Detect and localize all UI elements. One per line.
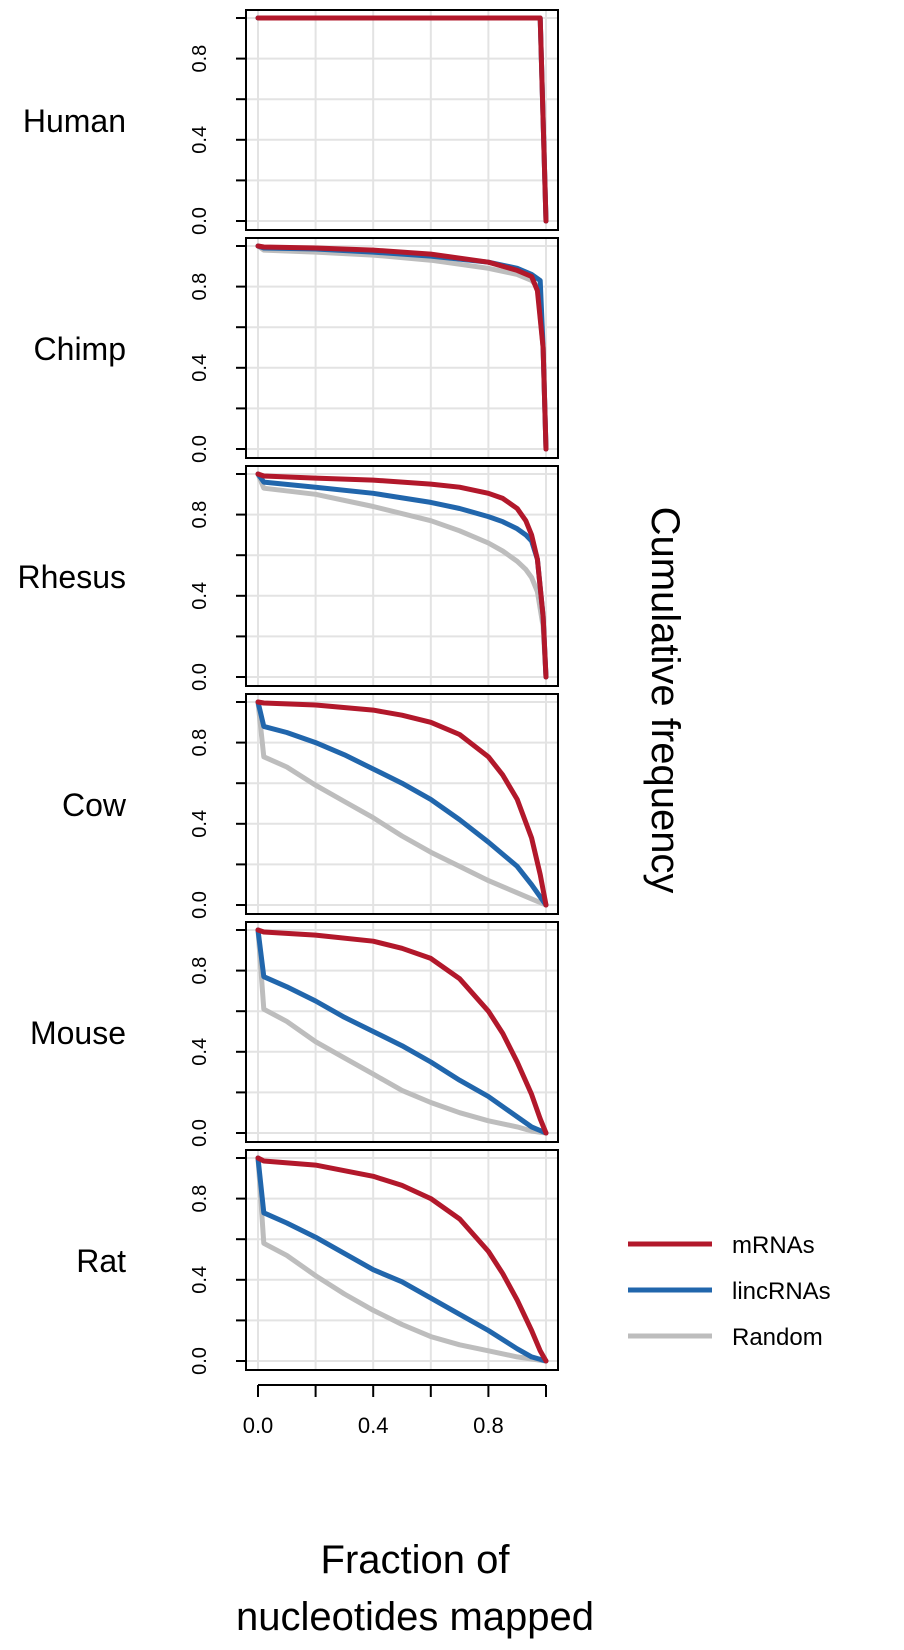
panel-label: Cow [62,787,127,823]
panel-rat: 0.0 0.4 0.8 Rat [76,1149,559,1375]
y-tick-label: 0.4 [189,354,211,382]
series-line-random [255,471,549,680]
series-line-mrnas [255,1155,549,1364]
y-tick-label: 0.8 [189,45,211,73]
panel-rhesus: 0.0 0.4 0.8 Rhesus [18,465,559,691]
series-line-mrnas [255,927,549,1136]
y-tick-label: 0.8 [189,273,211,301]
series-line-lincrnas [255,243,549,452]
series-line-lincrnas [255,699,549,908]
y-tick-label: 0.0 [189,1347,211,1375]
y-tick-label: 0.0 [189,207,211,235]
x-tick-label: 0.4 [358,1413,389,1438]
panel-frame [245,921,559,1143]
y-tick-label: 0.8 [189,501,211,529]
legend-label-lincrnas: lincRNAs [732,1278,831,1305]
series-line-mrnas [255,15,549,224]
panel-label: Mouse [30,1015,126,1051]
panel-cow: 0.0 0.4 0.8 Cow [62,693,559,919]
y-tick-label: 0.4 [189,1266,211,1294]
panel-label: Rhesus [18,559,127,595]
series-line-mrnas [255,471,549,680]
x-axis-title-line2: nucleotides mapped [236,1595,594,1639]
panel-frame [245,693,559,915]
y-tick-label: 0.8 [189,729,211,757]
panel-frame [245,1149,559,1371]
x-tick-label: 0.0 [243,1413,274,1438]
y-tick-label: 0.0 [189,891,211,919]
x-tick-label: 0.8 [473,1413,504,1438]
x-axis-title-line1: Fraction of [321,1538,511,1582]
panel-frame [245,237,559,459]
series-line-mrnas [255,243,549,452]
y-tick-label: 0.4 [189,582,211,610]
series-line-random [255,1155,549,1364]
series-line-lincrnas [255,15,549,224]
panel-frame [245,465,559,687]
y-tick-label: 0.8 [189,1185,211,1213]
series-line-random [255,699,549,908]
panel-label: Chimp [34,331,126,367]
panel-label: Rat [76,1243,126,1279]
series-line-lincrnas [255,471,549,680]
legend-label-mrnas: mRNAs [732,1232,815,1259]
y-tick-label: 0.0 [189,435,211,463]
y-tick-label: 0.0 [189,663,211,691]
panel-frame [245,9,559,231]
y-axis-title: Cumulative frequency [643,507,687,894]
series-line-random [255,243,549,452]
series-line-random [255,15,549,224]
legend: mRNAs lincRNAs Random [628,1232,831,1351]
panel-mouse: 0.0 0.4 0.8 Mouse [30,921,559,1147]
legend-label-random: Random [732,1324,823,1351]
y-tick-label: 0.8 [189,957,211,985]
series-line-mrnas [255,699,549,908]
panel-label: Human [23,103,126,139]
y-tick-label: 0.4 [189,1038,211,1066]
series-line-random [255,927,549,1136]
panels-group: 0.0 0.4 0.8 Human 0.0 0.4 0.8 Chimp 0.0 0.4 0.8 Rhe… [18,9,559,1375]
series-line-lincrnas [255,1155,549,1364]
y-tick-label: 0.4 [189,810,211,838]
y-tick-label: 0.4 [189,126,211,154]
series-line-lincrnas [255,927,549,1136]
panel-chimp: 0.0 0.4 0.8 Chimp [34,237,559,463]
panel-human: 0.0 0.4 0.8 Human [23,9,559,235]
y-tick-label: 0.0 [189,1119,211,1147]
x-axis: 0.0 0.4 0.8 [243,1384,547,1438]
